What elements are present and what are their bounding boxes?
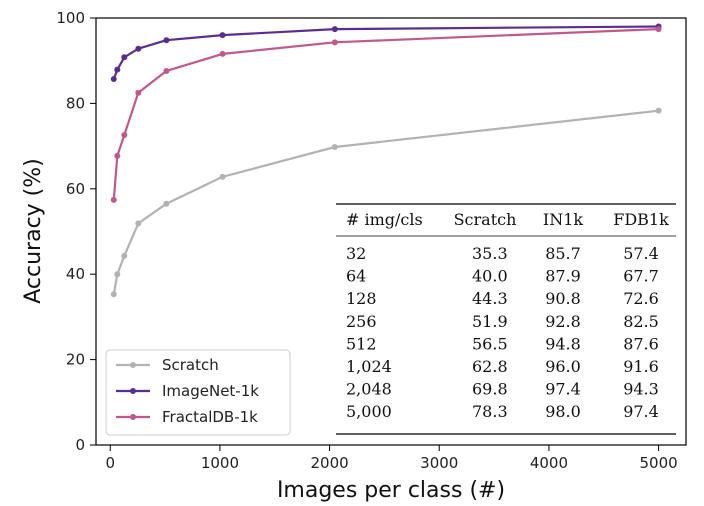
table-cell: 128	[346, 289, 377, 308]
table-cell: 94.8	[545, 334, 581, 353]
table-cell: 51.9	[472, 312, 508, 331]
table-header-cell: Scratch	[454, 210, 517, 229]
table-cell: 92.8	[545, 312, 581, 331]
table-cell: 2,048	[346, 380, 392, 399]
data-point	[121, 131, 128, 138]
table-cell: 35.3	[472, 244, 508, 263]
table-cell: 62.8	[472, 357, 508, 376]
data-point	[121, 252, 128, 259]
data-point	[331, 39, 338, 46]
y-axis-ticks: 0 20 40 60 80 100	[56, 9, 96, 454]
data-point	[135, 45, 142, 52]
x-tick-label: 5000	[639, 454, 677, 472]
data-point	[163, 67, 170, 74]
y-tick-label: 60	[66, 180, 85, 198]
data-point	[219, 50, 226, 57]
y-tick-label: 40	[66, 265, 85, 283]
table-cell: 256	[346, 312, 377, 331]
data-point	[110, 291, 117, 298]
table-cell: 57.4	[623, 244, 659, 263]
legend-swatch-marker	[130, 362, 136, 368]
series-line	[112, 28, 659, 200]
table-cell: 97.4	[545, 380, 581, 399]
x-tick-label: 0	[105, 454, 115, 472]
y-tick-label: 0	[75, 436, 85, 454]
table-cell: 64	[346, 267, 366, 286]
inset-table: # img/cls Scratch IN1k FDB1k 32 35.3 85.7 57.4 6…	[336, 203, 676, 435]
table-cell: 69.8	[472, 380, 508, 399]
legend-swatch-marker	[130, 388, 136, 394]
legend-label: FractalDB-1k	[162, 408, 258, 426]
x-tick-label: 1000	[201, 454, 239, 472]
data-point	[110, 76, 117, 83]
table-cell: 94.3	[623, 380, 659, 399]
series-line	[112, 25, 659, 80]
data-point	[121, 54, 128, 61]
y-axis-label: Accuracy (%)	[21, 158, 46, 304]
data-point	[135, 89, 142, 96]
table-cell: 87.6	[623, 334, 659, 353]
data-point	[114, 152, 121, 159]
legend-swatch-marker	[130, 414, 136, 420]
table-cell: 1,024	[346, 357, 392, 376]
table-cell: 96.0	[545, 357, 581, 376]
series-layer	[110, 23, 662, 298]
data-point	[163, 200, 170, 207]
table-cell: 32	[346, 244, 366, 263]
table-cell: 44.3	[472, 289, 508, 308]
data-point	[110, 196, 117, 203]
y-tick-label: 20	[66, 351, 85, 369]
table-cell: 91.6	[623, 357, 659, 376]
data-point	[331, 26, 338, 33]
x-axis-label: Images per class (#)	[277, 478, 505, 503]
table-cell: 78.3	[472, 402, 508, 421]
legend-label: ImageNet-1k	[162, 382, 259, 400]
table-cell: 90.8	[545, 289, 581, 308]
table-cell: 40.0	[472, 267, 508, 286]
data-point	[655, 107, 662, 114]
series-line	[112, 109, 659, 295]
table-cell: 56.5	[472, 334, 508, 353]
data-point	[114, 271, 121, 278]
legend-label: Scratch	[162, 356, 219, 374]
data-point	[655, 26, 662, 33]
table-cell: 512	[346, 334, 377, 353]
data-point	[331, 143, 338, 150]
table-cell: 82.5	[623, 312, 659, 331]
data-point	[163, 37, 170, 44]
table-cell: 87.9	[545, 267, 581, 286]
legend: Scratch ImageNet-1k FractalDB-1k	[105, 349, 291, 436]
table-header-cell: # img/cls	[346, 210, 423, 229]
table-cell: 98.0	[545, 402, 581, 421]
table-cell: 5,000	[346, 402, 392, 421]
x-tick-label: 2000	[310, 454, 348, 472]
table-header-cell: FDB1k	[613, 210, 669, 229]
data-point	[114, 66, 121, 73]
x-axis-ticks: 0 1000 2000 3000 4000 5000	[105, 445, 678, 472]
data-point	[219, 173, 226, 180]
table-cell: 97.4	[623, 402, 659, 421]
table-cell: 72.6	[623, 289, 659, 308]
table-header-cell: IN1k	[543, 210, 584, 229]
data-point	[135, 220, 142, 227]
x-tick-label: 3000	[420, 454, 458, 472]
data-point	[219, 32, 226, 39]
table-cell: 85.7	[545, 244, 581, 263]
x-tick-label: 4000	[530, 454, 568, 472]
plot-frame	[95, 17, 687, 446]
legend-box	[105, 349, 291, 436]
table-cell: 67.7	[623, 267, 659, 286]
y-tick-label: 100	[56, 9, 85, 27]
y-tick-label: 80	[66, 94, 85, 112]
